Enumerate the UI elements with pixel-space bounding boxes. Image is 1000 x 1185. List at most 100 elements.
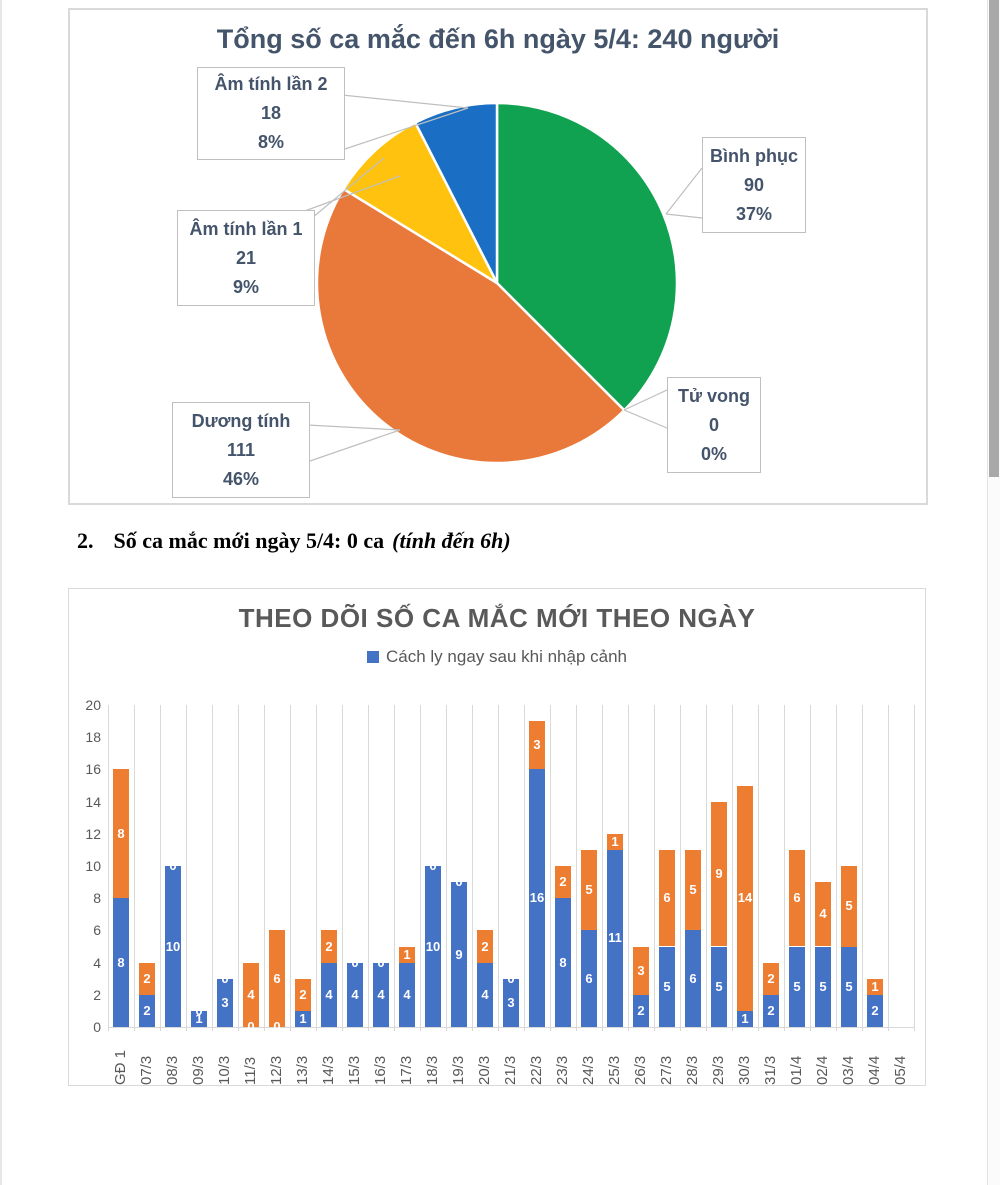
bar-segment-orange: [659, 849, 675, 947]
bar-segment-orange: [737, 785, 753, 1011]
x-axis-label: 12/3: [268, 1055, 285, 1085]
y-axis-label: 10: [85, 858, 101, 874]
section-heading: 2. Số ca mắc mới ngày 5/4: 0 ca (tính đế…: [77, 528, 511, 554]
x-axis-label: 03/4: [840, 1055, 857, 1085]
vertical-scrollbar-thumb[interactable]: [989, 0, 999, 477]
callout-percent: 0%: [700, 443, 727, 464]
axis-tick: [784, 1027, 785, 1031]
bar-value-label-orange: 2: [559, 874, 567, 890]
bar-value-label-blue: 3: [221, 994, 229, 1010]
bar-value-label-orange: 5: [689, 882, 697, 898]
bar-segment-blue: [477, 962, 493, 1027]
x-axis-label: 08/3: [164, 1055, 181, 1085]
bar-segment-blue: [139, 994, 155, 1027]
gridline: [472, 705, 473, 1027]
bar-segment-orange: [763, 962, 779, 995]
callout-leader-line: [623, 389, 668, 411]
bar-value-label-blue: 4: [403, 986, 411, 1002]
axis-tick: [212, 1027, 213, 1031]
bar-value-label-blue: 2: [871, 1002, 879, 1018]
callout-leader-line: [306, 424, 401, 431]
y-axis-label: 20: [85, 697, 101, 713]
bar-segment-blue: [737, 1010, 753, 1027]
callout-value: 18: [260, 103, 282, 123]
bar-value-label-blue: 6: [689, 970, 697, 986]
bar-value-label-blue: 4: [351, 986, 359, 1002]
bar-segment-blue: [399, 962, 415, 1027]
bar-value-label-orange: 3: [637, 962, 645, 978]
y-axis-label: 8: [93, 890, 101, 907]
bar-value-label-orange: 0: [351, 954, 359, 970]
axis-tick: [290, 1027, 291, 1031]
x-axis-label: 07/3: [138, 1055, 155, 1085]
x-axis-label: 16/3: [372, 1055, 389, 1085]
bar-value-label-orange: 2: [325, 938, 333, 954]
axis-tick: [472, 1027, 473, 1031]
bar-value-label-orange: 5: [845, 898, 853, 914]
pie-chart-card: Tổng số ca mắc đến 6h ngày 5/4: 240 ngườ…: [68, 8, 928, 505]
axis-tick: [160, 1027, 161, 1031]
gridline: [654, 705, 655, 1027]
axis-tick: [862, 1027, 863, 1031]
bar-segment-orange: [607, 833, 623, 850]
x-axis-label: 19/3: [450, 1055, 467, 1085]
bar-segment-orange: [815, 882, 831, 947]
bar-segment-orange: [139, 962, 155, 995]
bar-value-label-orange: 3: [533, 737, 541, 753]
bar-value-label-blue: 3: [507, 994, 515, 1010]
gridline: [394, 705, 395, 1027]
y-axis-label: 18: [85, 729, 101, 746]
callout-leader-line: [665, 167, 703, 215]
gridline: [914, 705, 915, 1027]
axis-tick: [810, 1027, 811, 1031]
x-axis-line: [108, 1027, 914, 1028]
x-axis-label: 28/3: [684, 1055, 701, 1085]
gridline: [160, 705, 161, 1027]
bar-value-label-blue: 10: [165, 938, 181, 954]
bar-value-label-blue: 0: [273, 1019, 281, 1034]
axis-tick: [186, 1027, 187, 1031]
axis-tick: [108, 1027, 109, 1031]
vertical-scrollbar-track[interactable]: [987, 0, 1000, 1185]
bar-value-label-orange: 1: [403, 946, 411, 962]
gridline: [628, 705, 629, 1027]
callout-percent: 8%: [257, 132, 284, 152]
bar-value-label-blue: 5: [845, 978, 853, 994]
axis-tick: [576, 1027, 577, 1031]
bar-segment-blue: [321, 962, 337, 1027]
bar-segment-orange: [841, 866, 857, 947]
bar-segment-orange: [269, 930, 285, 1027]
x-axis-label: 26/3: [632, 1055, 649, 1085]
bar-segment-orange: [399, 946, 415, 963]
callout-leader-line: [665, 213, 703, 219]
x-axis-label: 29/3: [710, 1055, 727, 1085]
x-axis-label: 10/3: [216, 1055, 233, 1085]
pie-callout-duong-tinh: Dương tính 111 46%: [172, 402, 310, 498]
bar-value-label-orange: 2: [299, 986, 307, 1002]
axis-tick: [368, 1027, 369, 1031]
bar-value-label-blue: 5: [715, 978, 723, 994]
callout-label: Âm tính lần 1: [189, 218, 303, 239]
callout-label: Bình phục: [710, 145, 798, 166]
gridline: [498, 705, 499, 1027]
bar-segment-orange: [295, 978, 311, 1011]
callout-leader-line: [311, 157, 385, 219]
gridline: [888, 705, 889, 1027]
pie-callout-am-tinh-lan-1: Âm tính lần 1 21 9%: [177, 210, 315, 306]
bar-value-label-orange: 6: [663, 890, 671, 906]
bar-value-label-blue: 8: [559, 954, 567, 970]
bar-value-label-blue: 2: [143, 1002, 151, 1018]
gridline: [238, 705, 239, 1027]
x-axis-label: 17/3: [398, 1055, 415, 1085]
bar-value-label-blue: 4: [325, 986, 333, 1002]
bar-value-label-orange: 0: [455, 874, 463, 890]
y-axis-label: 0: [93, 1019, 101, 1035]
bar-segment-orange: [321, 930, 337, 963]
bar-segment-blue: [607, 849, 623, 1027]
bar-segment-blue: [191, 1010, 207, 1027]
bar-segment-orange: [789, 849, 805, 947]
callout-label: Dương tính: [191, 410, 291, 431]
callout-percent: 46%: [222, 468, 260, 489]
bar-value-label-orange: 2: [481, 938, 489, 954]
x-axis-label: 13/3: [294, 1055, 311, 1085]
